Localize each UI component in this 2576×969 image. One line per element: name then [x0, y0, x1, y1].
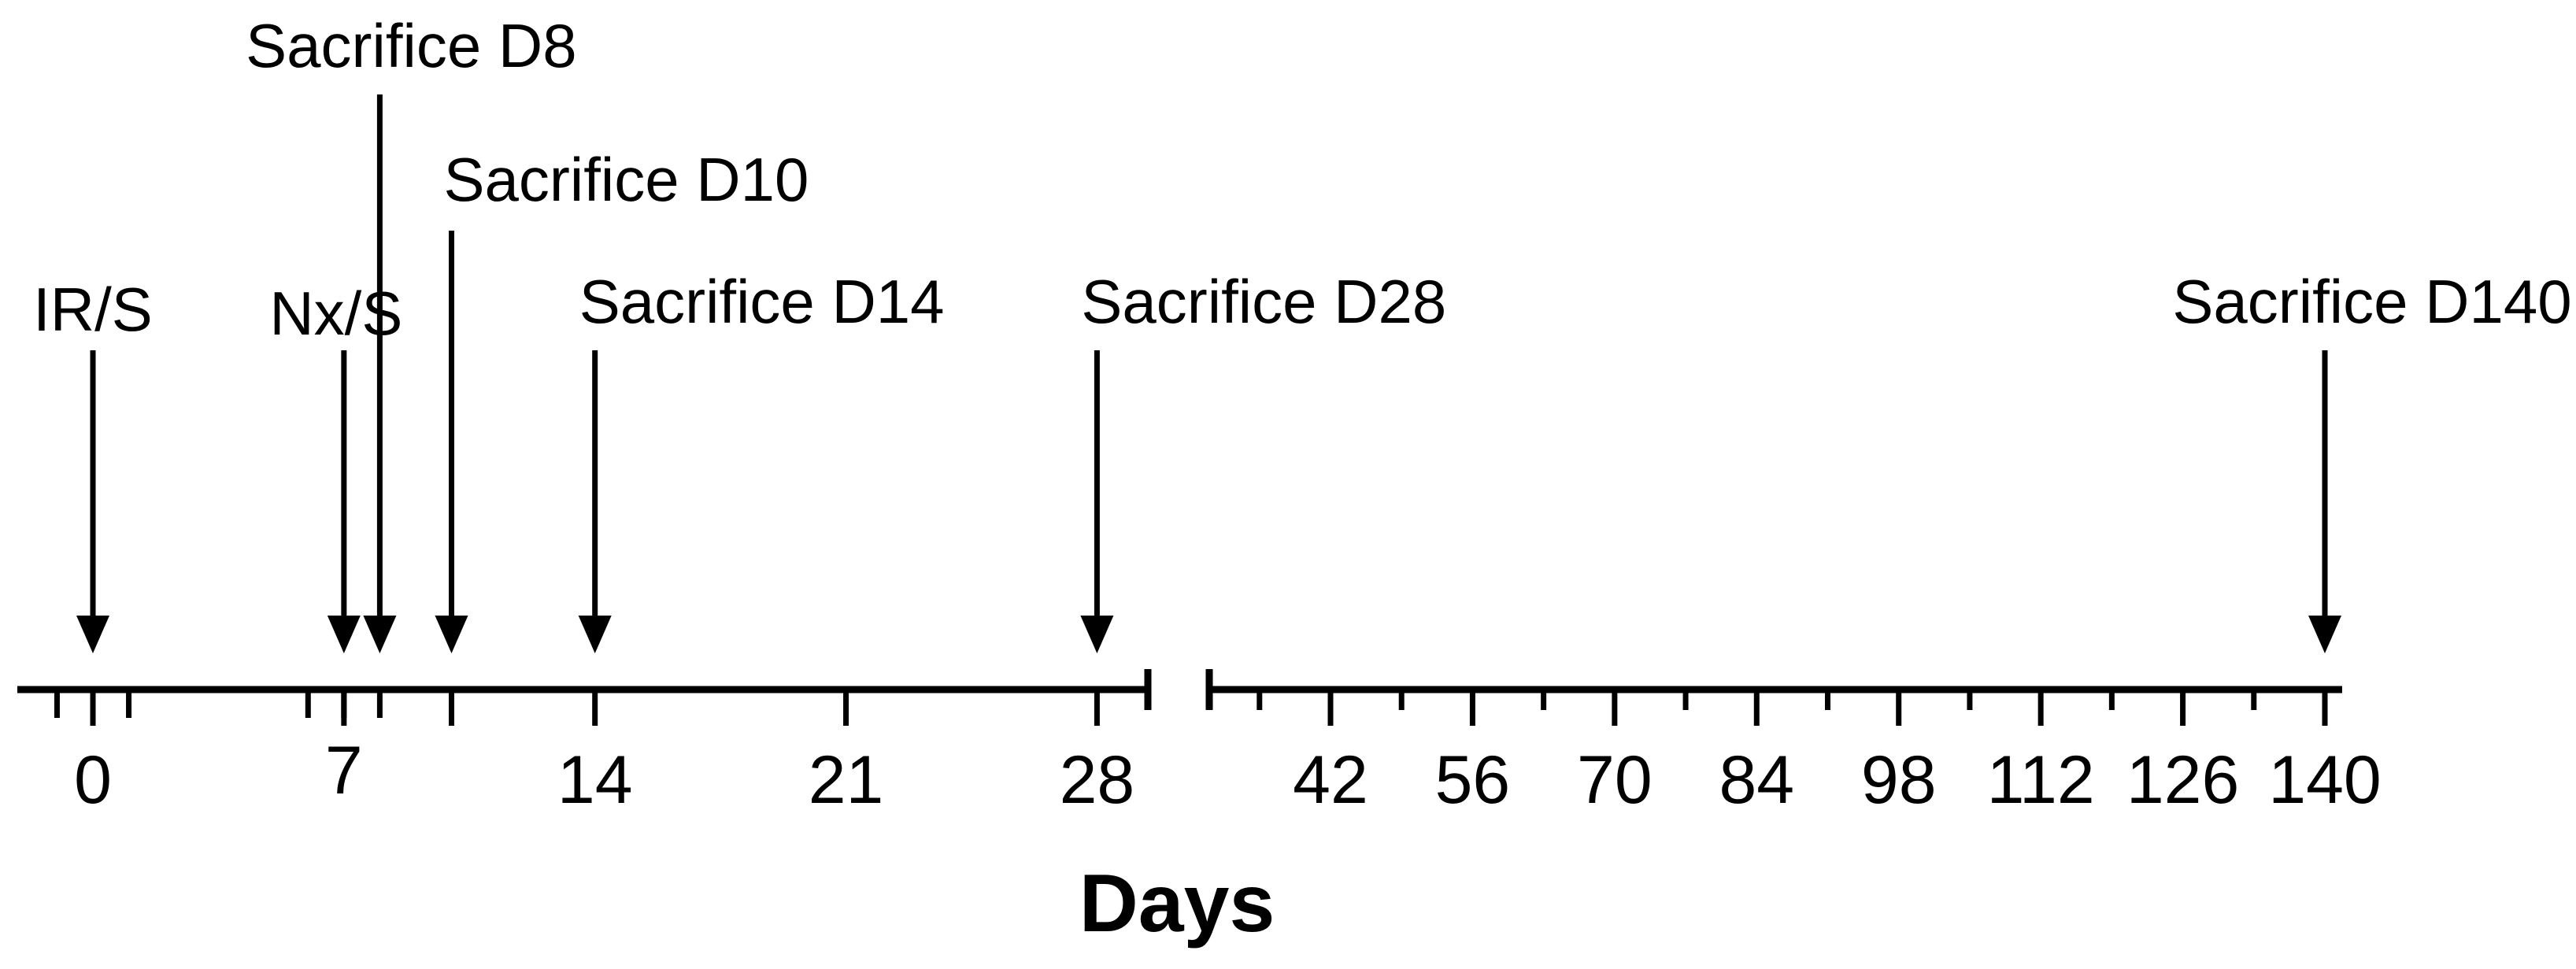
- tick-label: 140: [2268, 742, 2382, 818]
- tick-label: 21: [809, 742, 884, 818]
- tick-label: 98: [1861, 742, 1937, 818]
- axis-title: Days: [1079, 858, 1275, 949]
- tick-label: 84: [1719, 742, 1794, 818]
- event-label: Sacrifice D10: [444, 145, 809, 214]
- event-arrowhead: [327, 616, 361, 653]
- event-label: Sacrifice D8: [246, 11, 576, 80]
- tick-label: 7: [325, 733, 363, 808]
- tick-label: 112: [1987, 742, 2095, 818]
- tick-label: 42: [1293, 742, 1368, 818]
- event-arrowhead: [76, 616, 109, 653]
- tick-label: 14: [557, 742, 633, 818]
- event-label: Nx/S: [269, 279, 402, 348]
- event-arrowhead: [2308, 616, 2341, 653]
- event-arrowhead: [1080, 616, 1114, 653]
- event-markers: IR/S Nx/S Sacrifice D8 Sacrifice D10 Sacrifi…: [33, 11, 2572, 653]
- tick-label: 56: [1435, 742, 1511, 818]
- event-arrowhead: [578, 616, 612, 653]
- event-label: IR/S: [33, 275, 153, 344]
- axis-ticks: [54, 690, 2328, 726]
- event-arrowhead: [363, 616, 397, 653]
- event-arrowhead: [435, 616, 468, 653]
- event-label: Sacrifice D140: [2172, 267, 2571, 336]
- event-label: Sacrifice D14: [579, 267, 945, 336]
- event-label: Sacrifice D28: [1081, 267, 1446, 336]
- axis-tick-labels: 0 7 14 21 28 42 56 70 84 98 112 126 140: [74, 733, 2382, 818]
- tick-label: 0: [74, 742, 112, 818]
- tick-label: 126: [2126, 742, 2240, 818]
- tick-label: 70: [1577, 742, 1653, 818]
- tick-label: 28: [1060, 742, 1135, 818]
